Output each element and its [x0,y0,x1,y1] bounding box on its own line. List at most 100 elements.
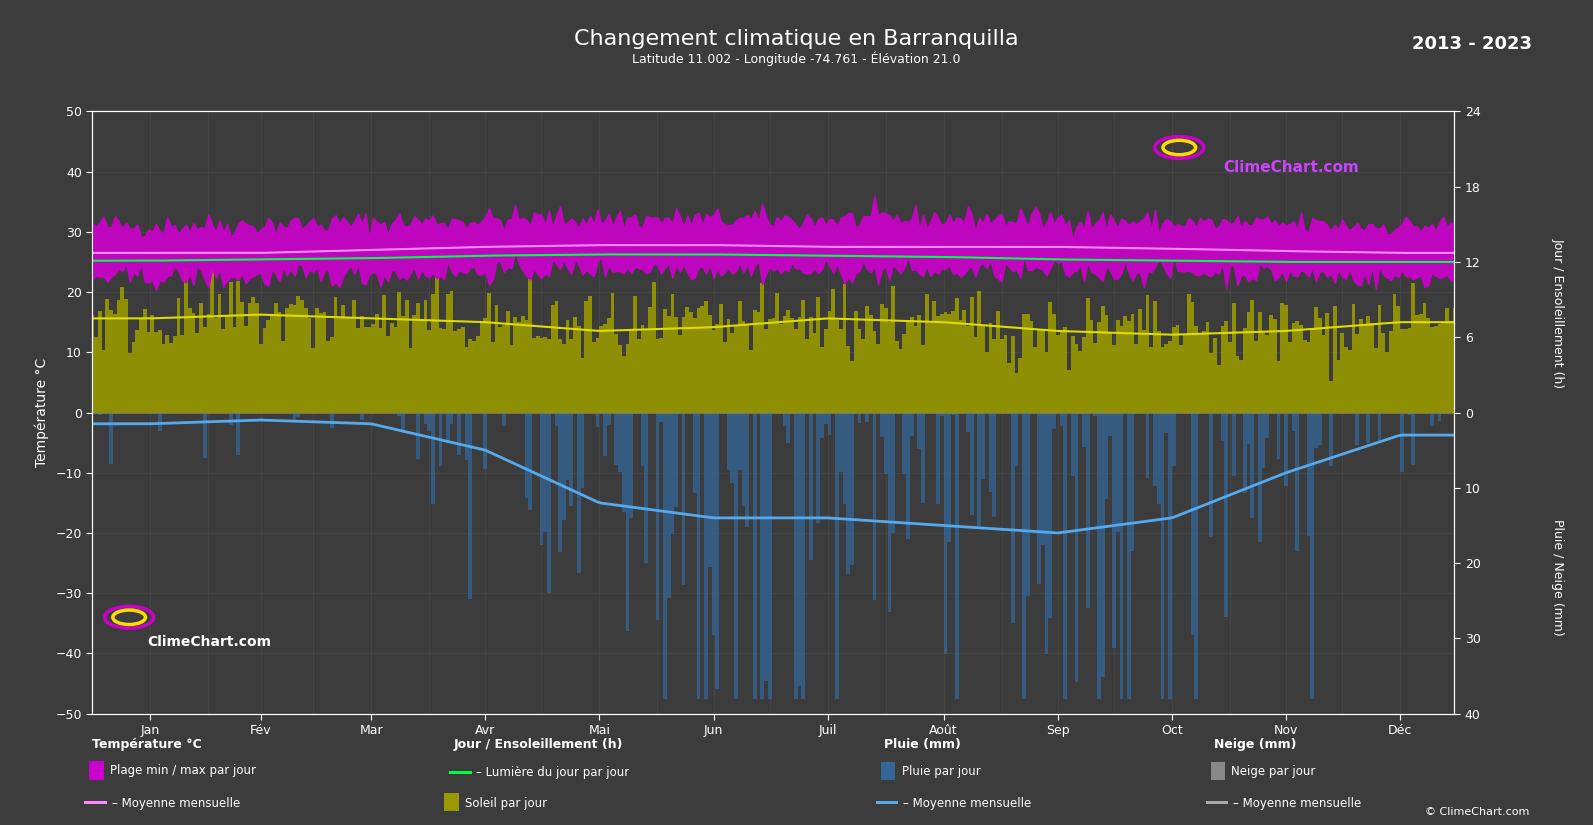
Bar [948,314,951,412]
Bar [1048,302,1051,412]
Bar [1311,412,1314,699]
Bar [271,317,274,412]
Bar [738,412,742,470]
Bar [502,412,507,426]
Bar [457,412,460,455]
Bar [1356,334,1359,412]
Bar [499,328,502,412]
Bar [730,333,734,412]
Bar [483,412,487,469]
Bar [1445,309,1448,412]
Bar [335,297,338,412]
Bar [132,342,135,412]
Bar [978,412,981,526]
Bar [682,317,685,412]
Bar [446,412,449,443]
Bar [851,361,854,412]
Bar [835,320,840,412]
Bar [798,412,801,686]
Bar [640,412,644,465]
Bar [393,328,397,412]
Bar [851,412,854,565]
Bar [1351,304,1356,412]
Bar [1045,412,1048,654]
Bar [749,350,753,412]
Bar [1209,352,1212,412]
Bar [1086,412,1090,607]
Bar [1184,335,1187,412]
Bar [1209,412,1212,537]
Bar [921,345,926,412]
Bar [970,297,973,412]
Bar [926,295,929,412]
Bar [225,317,229,412]
Bar [895,341,898,412]
Bar [1217,365,1220,412]
Bar [812,332,817,412]
Bar [446,294,449,412]
Bar [1448,321,1453,412]
Bar [1373,348,1378,412]
Bar [903,334,906,412]
Bar [1306,412,1311,536]
Bar [1314,307,1317,412]
Bar [1389,331,1392,412]
Bar [1292,412,1295,431]
Bar [390,323,393,412]
Bar [210,268,213,412]
Bar [951,412,954,415]
Bar [884,412,887,474]
Bar [954,298,959,412]
Bar [679,335,682,412]
Bar [948,412,951,542]
Bar [413,315,416,412]
Bar [618,412,621,472]
Bar [1378,305,1381,412]
Bar [1408,328,1411,412]
Bar [1040,330,1045,412]
Bar [629,412,632,518]
Bar [213,318,218,412]
Bar [943,412,948,654]
Bar [1337,360,1340,412]
Bar [712,412,715,635]
Bar [293,412,296,422]
Bar [959,320,962,412]
Bar [1093,343,1098,412]
Bar [1437,323,1442,412]
Bar [416,412,421,459]
Bar [970,412,973,515]
Bar [143,309,147,412]
Bar [730,412,734,483]
Bar [1070,412,1075,476]
Bar [1131,412,1134,550]
Bar [596,338,599,412]
Bar [379,328,382,412]
Text: ClimeChart.com: ClimeChart.com [147,635,271,649]
Bar [1109,412,1112,436]
Bar [202,412,207,458]
Bar [424,300,427,412]
Text: ClimeChart.com: ClimeChart.com [1223,159,1359,175]
Bar [1397,306,1400,412]
Text: Changement climatique en Barranquilla: Changement climatique en Barranquilla [573,29,1020,49]
Bar [121,287,124,412]
Bar [449,291,454,412]
Bar [782,317,787,412]
Bar [1254,341,1258,412]
Bar [707,315,712,412]
Bar [1243,412,1247,493]
Bar [540,412,543,545]
Bar [671,294,674,412]
Bar [360,316,363,412]
Bar [1190,301,1195,412]
Bar [236,412,241,455]
Bar [621,412,626,512]
Bar [790,318,793,412]
Bar [984,352,989,412]
Bar [266,319,271,412]
Bar [1262,332,1265,412]
Bar [468,339,472,412]
Bar [873,331,876,412]
Bar [660,412,663,422]
